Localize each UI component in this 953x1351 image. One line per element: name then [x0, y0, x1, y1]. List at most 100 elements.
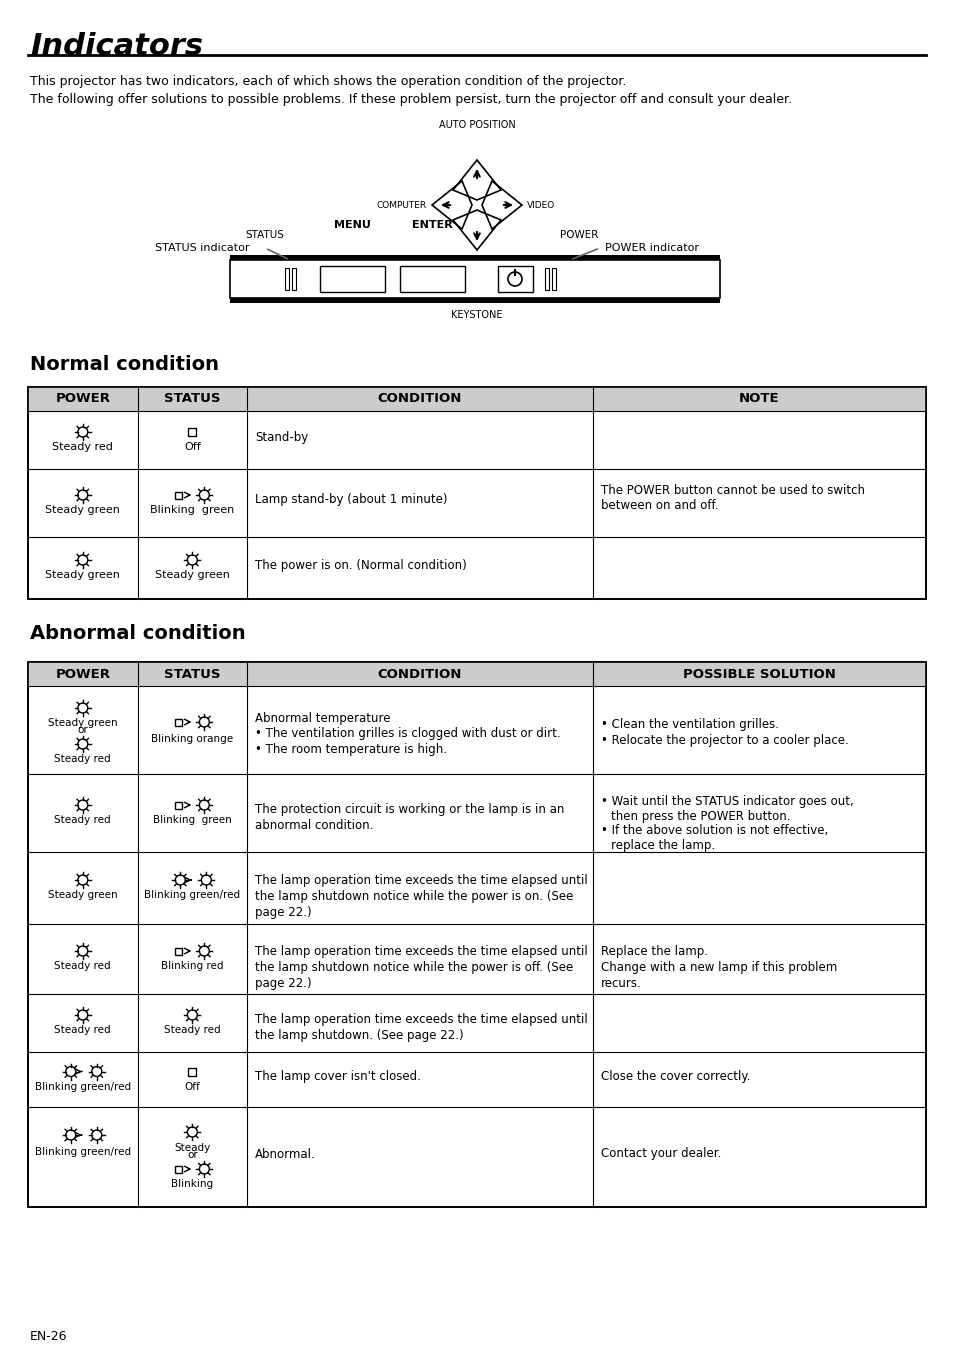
Text: CONDITION: CONDITION: [377, 393, 461, 405]
Bar: [174, 801, 182, 808]
Bar: [174, 719, 182, 725]
Text: page 22.): page 22.): [254, 907, 312, 919]
Text: POWER indicator: POWER indicator: [604, 243, 699, 253]
Text: POWER: POWER: [55, 667, 111, 681]
Text: Steady red: Steady red: [164, 1025, 220, 1035]
Bar: [174, 947, 182, 955]
Text: The power is on. (Normal condition): The power is on. (Normal condition): [254, 558, 466, 571]
Text: abnormal condition.: abnormal condition.: [254, 819, 373, 832]
Text: KEYSTONE: KEYSTONE: [451, 309, 502, 320]
Text: Indicators: Indicators: [30, 32, 203, 61]
Text: Blinking red: Blinking red: [161, 961, 223, 971]
Text: • Relocate the projector to a cooler place.: • Relocate the projector to a cooler pla…: [600, 734, 848, 747]
Bar: [497, 266, 533, 292]
Text: Steady green: Steady green: [46, 505, 120, 515]
Text: The lamp operation time exceeds the time elapsed until: The lamp operation time exceeds the time…: [254, 944, 587, 958]
Text: • Wait until the STATUS indicator goes out,: • Wait until the STATUS indicator goes o…: [600, 794, 853, 808]
Text: Steady red: Steady red: [54, 961, 111, 971]
Bar: [552, 267, 556, 290]
Bar: [544, 267, 548, 290]
Bar: [230, 255, 720, 259]
Text: then press the POWER button.: then press the POWER button.: [610, 811, 789, 823]
Text: Contact your dealer.: Contact your dealer.: [600, 1147, 720, 1161]
Text: Abnormal.: Abnormal.: [254, 1147, 315, 1161]
Text: Blinking green/red: Blinking green/red: [34, 1147, 131, 1156]
Text: Blinking  green: Blinking green: [152, 815, 232, 825]
Bar: [285, 267, 289, 290]
Text: Off: Off: [184, 442, 200, 453]
Text: • If the above solution is not effective,: • If the above solution is not effective…: [600, 824, 827, 838]
Text: the lamp shutdown notice while the power is off. (See: the lamp shutdown notice while the power…: [254, 961, 573, 974]
Text: the lamp shutdown notice while the power is on. (See: the lamp shutdown notice while the power…: [254, 890, 573, 902]
Text: Abnormal condition: Abnormal condition: [30, 624, 245, 643]
Bar: [230, 259, 720, 299]
Text: Lamp stand-by (about 1 minute): Lamp stand-by (about 1 minute): [254, 493, 447, 507]
Text: ENTER: ENTER: [411, 220, 452, 230]
Text: EN-26: EN-26: [30, 1329, 68, 1343]
Text: This projector has two indicators, each of which shows the operation condition o: This projector has two indicators, each …: [30, 76, 626, 88]
Text: CONDITION: CONDITION: [377, 667, 461, 681]
Text: Replace the lamp.: Replace the lamp.: [600, 944, 707, 958]
Text: Steady green: Steady green: [48, 890, 117, 900]
Bar: [28, 662, 925, 1206]
Text: POSSIBLE SOLUTION: POSSIBLE SOLUTION: [682, 667, 835, 681]
Text: or: or: [187, 1150, 197, 1161]
Bar: [399, 266, 464, 292]
Text: STATUS indicator: STATUS indicator: [154, 243, 250, 253]
Text: Steady green: Steady green: [46, 570, 120, 580]
Bar: [174, 492, 182, 499]
Text: POWER: POWER: [559, 230, 598, 240]
Text: Abnormal temperature: Abnormal temperature: [254, 712, 390, 725]
Text: or: or: [77, 725, 88, 735]
Text: The protection circuit is working or the lamp is in an: The protection circuit is working or the…: [254, 802, 564, 816]
Text: The following offer solutions to possible problems. If these problem persist, tu: The following offer solutions to possibl…: [30, 93, 791, 105]
Text: Change with a new lamp if this problem: Change with a new lamp if this problem: [600, 961, 836, 974]
Text: Steady green: Steady green: [154, 570, 230, 580]
Text: Close the cover correctly.: Close the cover correctly.: [600, 1070, 750, 1084]
Bar: [188, 1067, 196, 1075]
Text: POWER: POWER: [55, 393, 111, 405]
Text: Stand-by: Stand-by: [254, 431, 308, 443]
Text: VIDEO: VIDEO: [526, 200, 555, 209]
Bar: [28, 386, 925, 598]
Text: NOTE: NOTE: [739, 393, 779, 405]
Text: STATUS: STATUS: [164, 667, 220, 681]
Text: • The ventilation grilles is clogged with dust or dirt.: • The ventilation grilles is clogged wit…: [254, 727, 560, 740]
Text: Normal condition: Normal condition: [30, 355, 219, 374]
Bar: [319, 266, 385, 292]
Text: • Clean the ventilation grilles.: • Clean the ventilation grilles.: [600, 717, 778, 731]
Text: Blinking: Blinking: [172, 1179, 213, 1189]
Text: the lamp shutdown. (See page 22.): the lamp shutdown. (See page 22.): [254, 1029, 463, 1042]
Text: Steady red: Steady red: [54, 815, 111, 825]
Text: Blinking orange: Blinking orange: [152, 734, 233, 744]
Text: Off: Off: [184, 1082, 200, 1092]
Bar: [188, 428, 196, 436]
Bar: [28, 386, 925, 598]
Text: recurs.: recurs.: [600, 977, 641, 990]
Text: Blinking green/red: Blinking green/red: [34, 1082, 131, 1092]
Bar: [174, 1166, 182, 1173]
Text: The lamp operation time exceeds the time elapsed until: The lamp operation time exceeds the time…: [254, 1013, 587, 1025]
Text: The POWER button cannot be used to switch
between on and off.: The POWER button cannot be used to switc…: [600, 484, 864, 512]
Text: page 22.): page 22.): [254, 977, 312, 990]
Text: Steady red: Steady red: [52, 442, 113, 453]
Bar: [28, 662, 925, 686]
Text: replace the lamp.: replace the lamp.: [610, 839, 714, 852]
Text: AUTO POSITION: AUTO POSITION: [438, 120, 515, 130]
Bar: [28, 386, 925, 411]
Text: MENU: MENU: [334, 220, 370, 230]
Bar: [292, 267, 295, 290]
Text: • The room temperature is high.: • The room temperature is high.: [254, 743, 447, 757]
Text: Blinking  green: Blinking green: [150, 505, 234, 515]
Text: COMPUTER: COMPUTER: [376, 200, 427, 209]
Text: Steady red: Steady red: [54, 1025, 111, 1035]
Text: Steady red: Steady red: [54, 754, 111, 765]
Text: The lamp operation time exceeds the time elapsed until: The lamp operation time exceeds the time…: [254, 874, 587, 888]
Bar: [28, 662, 925, 1206]
Text: Blinking green/red: Blinking green/red: [144, 890, 240, 900]
Text: Steady green: Steady green: [48, 717, 117, 728]
Bar: [230, 299, 720, 303]
Text: The lamp cover isn't closed.: The lamp cover isn't closed.: [254, 1070, 420, 1084]
Text: STATUS: STATUS: [164, 393, 220, 405]
Text: Steady: Steady: [174, 1143, 211, 1152]
